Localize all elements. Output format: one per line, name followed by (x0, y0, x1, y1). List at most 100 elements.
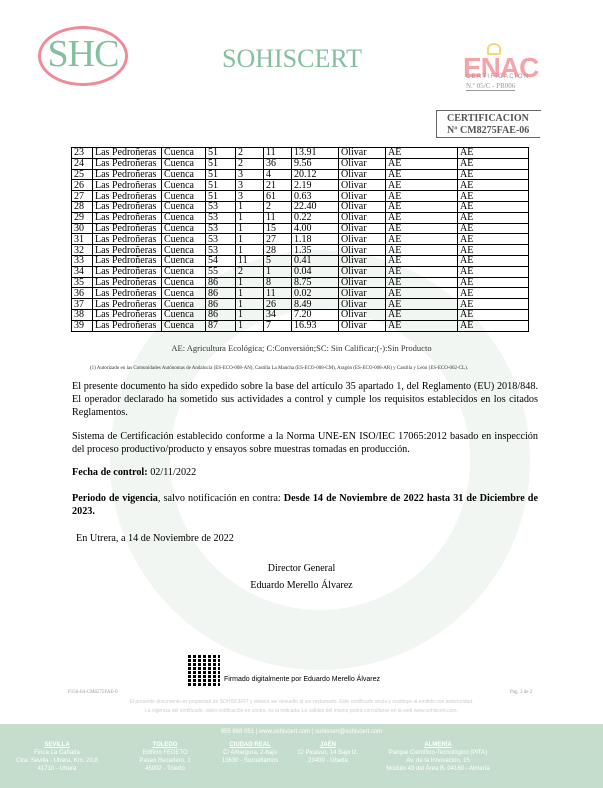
cell-status-1: AE (385, 168, 458, 181)
cell-municipality: Las Pedroñeras (92, 157, 162, 170)
cell-status-1: AE (385, 222, 458, 235)
office-address-line: Finca La Cañada (34, 750, 80, 756)
cell-status-1: AE (385, 319, 458, 332)
cell-area: 13.91 (291, 147, 339, 159)
cell-polygon: 55 (205, 265, 236, 278)
cell-crop: Olivar (338, 157, 386, 170)
cell-parcel: 1 (235, 222, 264, 235)
validity: Periodo de vigencia, salvo notificación … (72, 492, 538, 518)
cell-province: Cuenca (161, 254, 206, 267)
cell-crop: Olivar (338, 276, 386, 289)
cell-municipality: Las Pedroñeras (92, 190, 162, 202)
cell-province: Cuenca (161, 179, 206, 192)
enac-number: N.º 05/C - PR006 (466, 82, 516, 91)
cell-enclosure: 4 (263, 168, 292, 181)
office-1: TOLEDO Edificio FEDETO Paseo Recadero, 1 45… (139, 741, 190, 773)
control-value: 02/11/2022 (147, 467, 197, 478)
cell-enclosure: 26 (263, 298, 292, 310)
cert-number: Nº CM8275FAE-06 (447, 125, 530, 136)
cell-area: 0.41 (291, 254, 339, 267)
cell-crop: Olivar (338, 319, 386, 332)
cell-crop: Olivar (338, 147, 386, 159)
cell-polygon: 86 (205, 308, 236, 321)
cell-area: 0.02 (291, 287, 339, 300)
cell-parcel: 1 (235, 233, 264, 246)
cell-municipality: Las Pedroñeras (92, 308, 162, 321)
cell-row-number: 37 (71, 298, 93, 310)
office-address-line: 41710 - Utrera (37, 766, 77, 772)
cell-municipality: Las Pedroñeras (92, 319, 162, 332)
document-reference: F156-04-CM8275FAE-0 (68, 690, 118, 695)
cell-status-2: AE (457, 233, 529, 246)
table-row: 30 Las Pedroñeras Cuenca 53 1 15 4.00 Olivar AE A… (71, 222, 529, 235)
cell-area: 1.18 (291, 233, 339, 246)
qr-code (188, 654, 220, 686)
cell-parcel: 3 (235, 168, 264, 181)
cell-parcel: 1 (235, 244, 264, 256)
signer-title: Director General (267, 563, 336, 574)
cell-status-1: AE (385, 298, 458, 310)
cell-area: 0.22 (291, 211, 339, 224)
cell-crop: Olivar (338, 211, 386, 224)
cell-status-2: AE (457, 254, 529, 267)
cell-status-1: AE (385, 276, 458, 289)
cell-municipality: Las Pedroñeras (92, 179, 162, 192)
cell-status-2: AE (457, 190, 529, 202)
cell-status-1: AE (385, 308, 458, 321)
cell-province: Cuenca (161, 298, 206, 310)
office-city: CIUDAD REAL (229, 742, 271, 748)
validity-mid: , salvo notificación en contra: (157, 493, 284, 504)
place-date: En Utrera, a 14 de Noviembre de 2022 (76, 533, 234, 544)
cell-area: 9.56 (291, 157, 339, 170)
cell-status-2: AE (457, 319, 529, 332)
cell-status-2: AE (457, 287, 529, 300)
cell-municipality: Las Pedroñeras (92, 168, 162, 181)
table-row: 38 Las Pedroñeras Cuenca 86 1 34 7.20 Olivar AE A… (71, 308, 529, 321)
cell-status-2: AE (457, 298, 529, 310)
cell-row-number: 27 (71, 190, 93, 202)
paragraph-regulation: El presente documento ha sido expedido s… (72, 381, 538, 418)
cell-status-1: AE (385, 287, 458, 300)
cell-crop: Olivar (338, 308, 386, 321)
office-city: SEVILLA (44, 742, 70, 748)
cell-parcel: 1 (235, 211, 264, 224)
office-address-line: Ctra. Sevilla - Utrera, Km. 20,8 (16, 758, 98, 764)
cell-row-number: 30 (71, 222, 93, 235)
cell-province: Cuenca (161, 319, 206, 332)
cell-parcel: 2 (235, 157, 264, 170)
cell-status-1: AE (385, 147, 458, 159)
cell-parcel: 1 (235, 276, 264, 289)
cell-province: Cuenca (161, 308, 206, 321)
cell-parcel: 1 (235, 298, 264, 310)
cell-crop: Olivar (338, 298, 386, 310)
shc-logo (38, 26, 128, 86)
table-row: 23 Las Pedroñeras Cuenca 51 2 11 13.91 Olivar AE… (71, 147, 529, 159)
cell-status-1: AE (385, 233, 458, 246)
cell-polygon: 51 (205, 179, 236, 192)
cell-status-2: AE (457, 211, 529, 224)
cell-crop: Olivar (338, 190, 386, 202)
cell-status-1: AE (385, 200, 458, 213)
cell-crop: Olivar (338, 200, 386, 213)
cell-parcel: 1 (235, 319, 264, 332)
office-address-line: C/ Picasso, 14 Bajo Iz. (297, 750, 359, 756)
office-address-line: 13630 - Socuéllamos (221, 758, 279, 764)
cell-province: Cuenca (161, 287, 206, 300)
certification-box: CERTIFICACION Nº CM8275FAE-06 (436, 110, 541, 138)
cell-enclosure: 27 (263, 233, 292, 246)
cell-municipality: Las Pedroñeras (92, 200, 162, 213)
table-row: 39 Las Pedroñeras Cuenca 87 1 7 16.93 Olivar AE A… (71, 319, 529, 332)
table-row: 32 Las Pedroñeras Cuenca 53 1 28 1.35 Olivar AE A… (71, 244, 529, 256)
footnote: (1) Autorizado en las Comunidades Autóno… (90, 366, 468, 371)
cell-enclosure: 34 (263, 308, 292, 321)
table-row: 34 Las Pedroñeras Cuenca 55 2 1 0.04 Olivar AE AE (71, 265, 529, 278)
enac-subtitle: CERTIFICACION (466, 74, 530, 80)
cell-status-1: AE (385, 254, 458, 267)
cell-province: Cuenca (161, 147, 206, 159)
cell-municipality: Las Pedroñeras (92, 147, 162, 159)
cell-row-number: 35 (71, 276, 93, 289)
office-address-line: 45002 - Toledo (145, 766, 185, 772)
office-address-line: Edificio FEDETO (142, 750, 188, 756)
cell-row-number: 33 (71, 254, 93, 267)
cell-status-1: AE (385, 179, 458, 192)
